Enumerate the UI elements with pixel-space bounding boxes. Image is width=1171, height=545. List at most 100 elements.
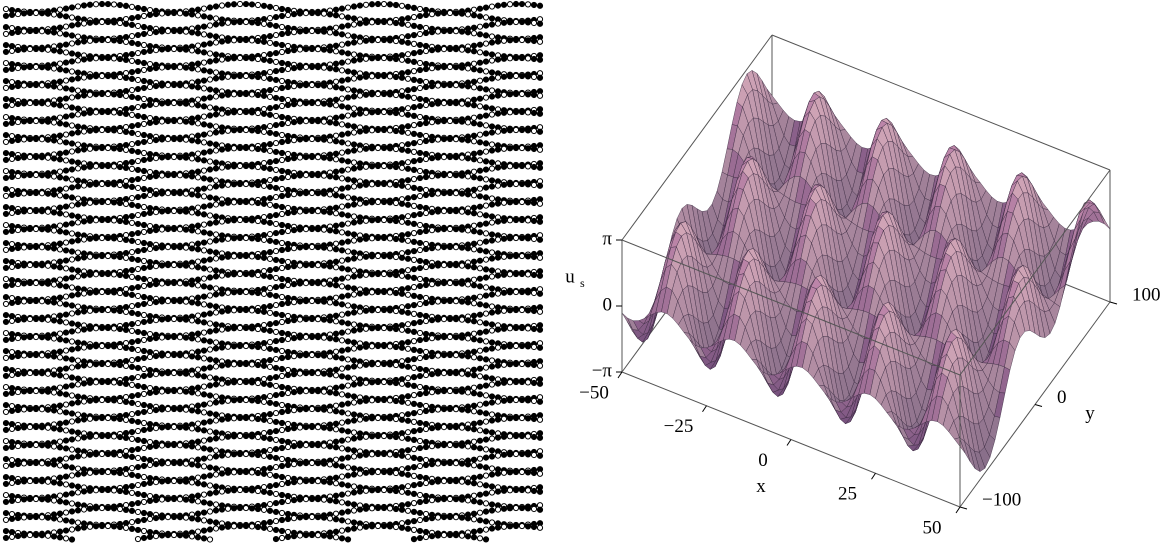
bead: [104, 486, 112, 494]
bead: [206, 400, 214, 407]
bead: [512, 90, 520, 98]
bead: [248, 109, 256, 116]
bead: [170, 315, 178, 323]
bead: [68, 166, 76, 173]
bead: [428, 443, 436, 450]
bead: [218, 128, 226, 135]
bead: [146, 60, 154, 68]
bead: [470, 258, 478, 265]
bead: [110, 325, 118, 332]
bead: [14, 406, 22, 414]
bead: [416, 156, 424, 164]
bead: [512, 108, 520, 116]
bead: [476, 293, 484, 300]
bead: [362, 199, 370, 206]
bead: [446, 405, 454, 413]
bead: [302, 406, 310, 413]
bead: [308, 63, 316, 71]
bead: [284, 132, 292, 140]
bead: [284, 443, 292, 451]
bead: [116, 91, 124, 99]
bead: [350, 303, 358, 310]
bead: [320, 118, 328, 125]
bead: [26, 27, 34, 35]
bead: [488, 339, 496, 346]
bead: [344, 238, 352, 245]
bead: [248, 307, 256, 314]
bead: [356, 74, 364, 81]
bead: [74, 465, 82, 472]
bead: [368, 19, 376, 26]
bead: [146, 204, 154, 212]
bead: [260, 272, 268, 279]
bead: [494, 470, 502, 477]
bead: [386, 289, 394, 296]
bead: [374, 360, 382, 368]
bead: [170, 99, 178, 107]
bead: [26, 441, 34, 449]
bead: [290, 299, 298, 306]
bead: [380, 306, 388, 314]
bead: [212, 141, 220, 148]
bead: [476, 49, 484, 56]
bead: [524, 253, 532, 260]
bead: [182, 316, 190, 323]
bead: [494, 416, 502, 423]
bead: [2, 462, 10, 470]
bead: [242, 198, 250, 206]
bead: [32, 423, 40, 431]
bead: [386, 271, 394, 278]
bead: [410, 248, 418, 255]
bead: [440, 28, 448, 35]
bead: [284, 276, 292, 284]
bead: [530, 343, 538, 351]
bead: [146, 132, 154, 140]
bead: [284, 209, 292, 217]
bead: [404, 345, 412, 352]
bead: [200, 463, 208, 470]
bead: [476, 203, 484, 210]
bead: [200, 67, 208, 74]
bead: [122, 254, 130, 261]
bead: [410, 184, 418, 191]
bead: [158, 370, 166, 377]
bead: [332, 102, 340, 109]
bead: [428, 137, 436, 144]
bead: [404, 267, 412, 274]
bead: [116, 271, 124, 279]
bead: [2, 455, 10, 463]
bead: [194, 318, 202, 325]
bead: [134, 265, 142, 273]
bead: [422, 456, 430, 464]
bead: [332, 294, 340, 301]
bead: [212, 393, 220, 400]
bead: [74, 39, 82, 46]
bead: [134, 355, 142, 363]
bead: [146, 425, 154, 433]
bead: [332, 150, 340, 157]
bead: [110, 163, 118, 170]
bead: [128, 483, 136, 490]
bead: [2, 228, 10, 236]
bead: [188, 443, 196, 450]
bead: [320, 298, 328, 305]
bead: [278, 192, 286, 200]
bead: [326, 335, 334, 342]
bead: [200, 319, 208, 326]
bead: [332, 426, 340, 433]
bead: [8, 191, 16, 199]
bead: [152, 479, 160, 486]
bead: [44, 316, 52, 323]
bead: [314, 154, 322, 161]
bead: [206, 338, 214, 345]
bead: [236, 252, 244, 260]
bead: [350, 471, 358, 478]
bead: [134, 418, 142, 426]
bead: [284, 456, 292, 464]
bead: [74, 177, 82, 184]
bead: [494, 164, 502, 171]
bead: [272, 373, 280, 381]
bead: [410, 58, 418, 65]
bead: [284, 389, 292, 397]
bead: [494, 56, 502, 63]
